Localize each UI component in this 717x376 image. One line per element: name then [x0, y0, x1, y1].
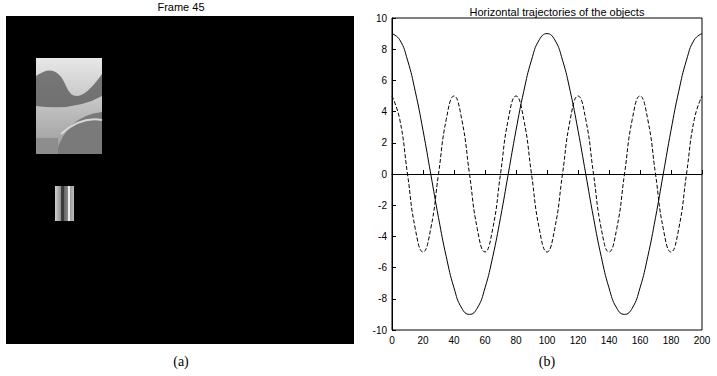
svg-text:0: 0 [381, 169, 387, 180]
svg-text:-10: -10 [373, 325, 388, 336]
svg-text:120: 120 [570, 335, 587, 346]
svg-text:20: 20 [417, 335, 429, 346]
svg-text:-4: -4 [378, 231, 387, 242]
svg-text:60: 60 [479, 335, 491, 346]
svg-text:160: 160 [632, 335, 649, 346]
svg-text:-6: -6 [378, 262, 387, 273]
html-text:(b): (b) [538, 354, 556, 369]
svg-text:80: 80 [510, 335, 522, 346]
svg-text:200: 200 [694, 335, 711, 346]
svg-text:0: 0 [389, 335, 395, 346]
svg-text:Horizontal trajectories of the: Horizontal trajectories of the objects [470, 6, 645, 18]
svg-text:-2: -2 [378, 200, 387, 211]
html-text:Frame 45: Frame 45 [157, 1, 205, 13]
svg-text:8: 8 [381, 44, 387, 55]
svg-text:2: 2 [381, 137, 387, 148]
svg-text:-8: -8 [378, 293, 387, 304]
svg-text:140: 140 [601, 335, 618, 346]
svg-text:40: 40 [448, 335, 460, 346]
svg-text:10: 10 [376, 13, 388, 24]
svg-text:100: 100 [539, 335, 556, 346]
svg-text:180: 180 [663, 335, 680, 346]
html-text:(a): (a) [173, 354, 189, 369]
svg-text:4: 4 [381, 106, 387, 117]
svg-text:6: 6 [381, 75, 387, 86]
